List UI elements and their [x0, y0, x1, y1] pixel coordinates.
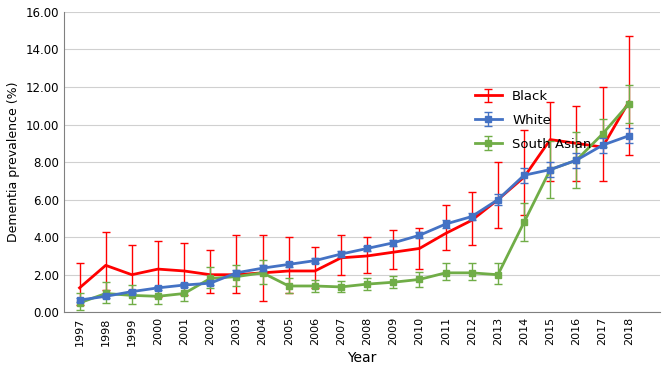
X-axis label: Year: Year [348, 351, 377, 365]
Legend: Black, White, South Asian: Black, White, South Asian [470, 84, 597, 157]
Y-axis label: Dementia prevalence (%): Dementia prevalence (%) [7, 82, 20, 242]
